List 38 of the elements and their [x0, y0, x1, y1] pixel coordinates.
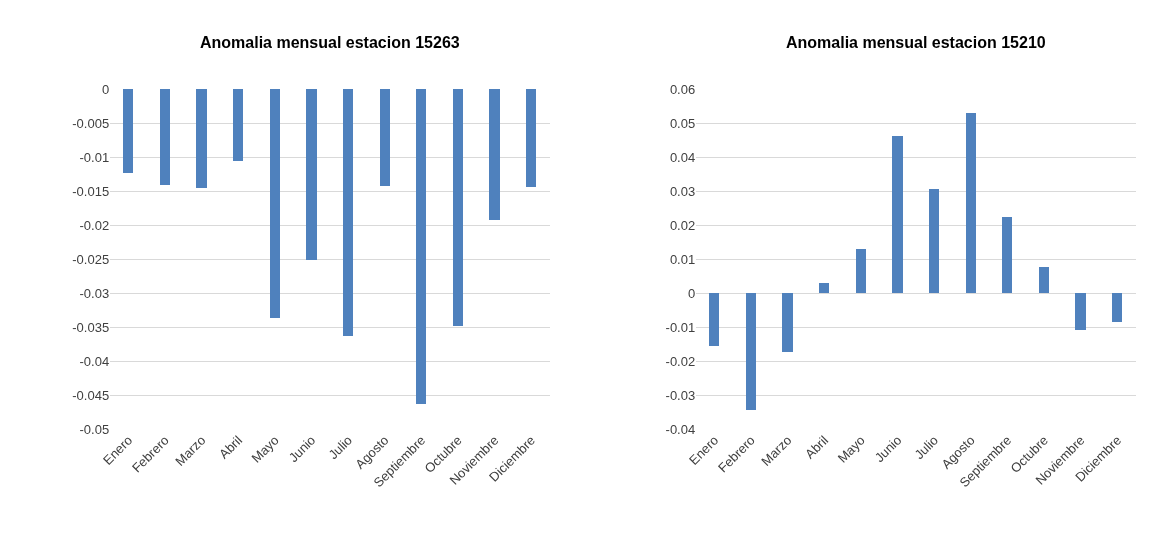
chart-title: Anomalia mensual estacion 15210 [786, 34, 1046, 51]
bar [856, 249, 867, 294]
y-tick-label: 0.06 [669, 81, 696, 97]
y-tick-label: 0.05 [669, 115, 696, 131]
bar [1039, 267, 1050, 294]
bar [929, 189, 940, 294]
bar [709, 293, 720, 347]
y-tick-label: -0.015 [72, 183, 110, 199]
bar [1112, 293, 1123, 323]
x-tick-label: Julio [911, 432, 941, 463]
y-tick-label: -0.05 [79, 421, 110, 437]
y-tick-label: -0.04 [79, 353, 110, 369]
y-tick-label: 0.01 [669, 251, 696, 267]
y-tick-label: -0.005 [72, 115, 110, 131]
y-tick-label: -0.01 [665, 319, 696, 335]
bar [819, 283, 830, 294]
y-tick-label: -0.02 [665, 353, 696, 369]
bar [782, 293, 794, 353]
y-tick-label: 0.02 [669, 217, 696, 233]
y-tick-label: 0 [687, 285, 696, 301]
bar [1075, 293, 1087, 331]
bar [1002, 217, 1013, 294]
bar [892, 136, 904, 294]
x-tick-label: Julio [325, 432, 355, 463]
y-tick-label: 0.04 [669, 149, 696, 165]
y-tick-label: -0.01 [79, 149, 110, 165]
y-tick-label: -0.035 [72, 319, 110, 335]
y-tick-label: -0.04 [665, 421, 696, 437]
bar [746, 293, 757, 411]
y-tick-label: -0.045 [72, 387, 110, 403]
y-tick-label: 0.03 [669, 183, 696, 199]
chart-title: Anomalia mensual estacion 15263 [200, 34, 460, 51]
y-tick-label: -0.025 [72, 251, 110, 267]
y-tick-label: 0 [101, 81, 110, 97]
bar [966, 113, 977, 294]
y-tick-label: -0.03 [665, 387, 696, 403]
y-tick-label: -0.03 [79, 285, 110, 301]
y-tick-label: -0.02 [79, 217, 110, 233]
